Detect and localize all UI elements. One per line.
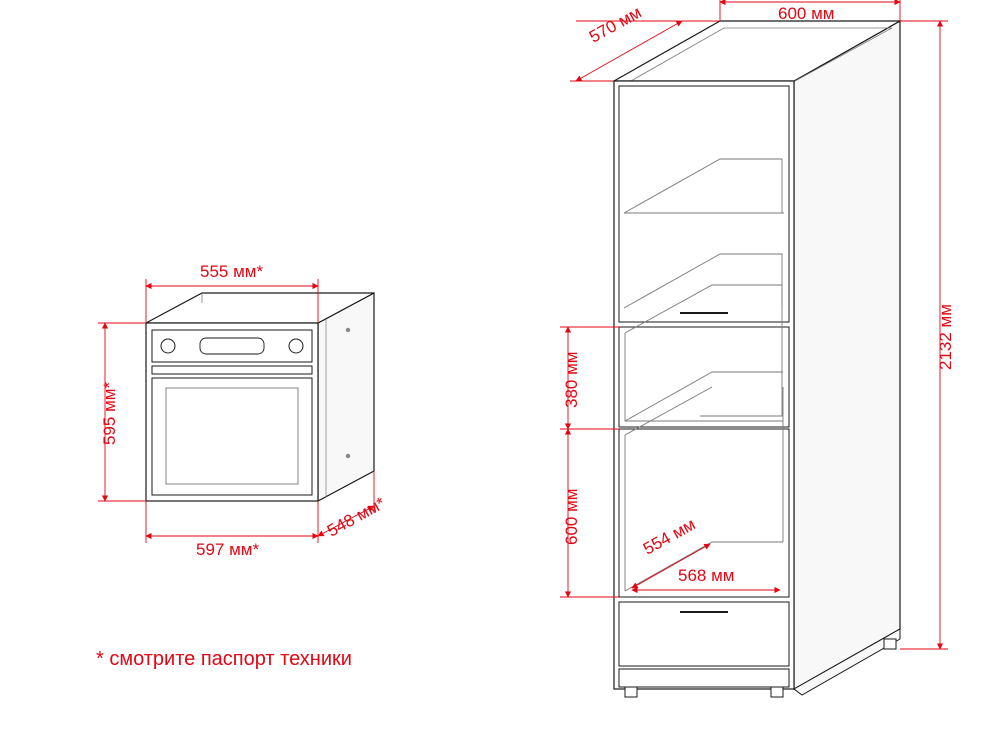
oven-drawing: [146, 293, 374, 501]
dim-oven-top: 555 мм*: [200, 262, 263, 282]
footnote: * смотрите паспорт техники: [96, 648, 352, 671]
diagram-canvas: 555 мм* 595 мм* 597 мм* 548 мм* 570 мм 6…: [0, 0, 1000, 750]
technical-drawing: [0, 0, 1000, 750]
dim-oven-bottom-front: 597 мм*: [196, 540, 259, 560]
dim-cab-niche2: 600 мм: [562, 489, 582, 545]
cabinet-drawing: [614, 21, 900, 697]
dim-oven-left: 595 мм*: [100, 382, 120, 445]
dim-cab-inner-width: 568 мм: [678, 566, 734, 586]
dim-cab-right: 2132 мм: [936, 304, 956, 370]
dim-cab-niche1: 380 мм: [562, 352, 582, 408]
dim-cab-top-front: 600 мм: [778, 4, 834, 24]
